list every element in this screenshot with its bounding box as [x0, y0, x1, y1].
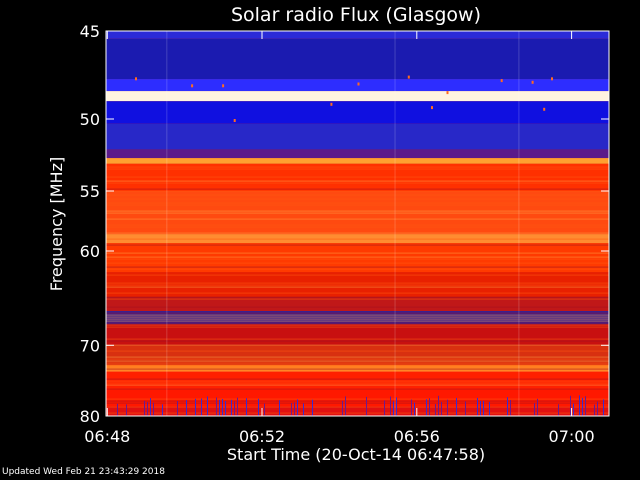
spectrum-band-20 — [106, 406, 609, 416]
x-axis: 06:48 06:52 06:56 07:00 — [84, 31, 595, 446]
burst-spots — [135, 75, 553, 122]
y-axis: 45 50 55 60 70 80 — [80, 22, 609, 426]
y-tick-label-45: 45 — [80, 22, 100, 41]
x-tick-label-06-52: 06:52 — [239, 427, 285, 446]
x-tick-label-06-56: 06:56 — [394, 427, 440, 446]
y-tick-label-80: 80 — [80, 407, 100, 426]
x-axis-label: Start Time (20-Oct-14 06:47:58) — [227, 445, 485, 464]
spectrum-band-15 — [106, 324, 609, 346]
spectrogram-plot-area — [106, 31, 609, 416]
spectrum-band-4 — [106, 101, 609, 124]
plot-frame — [105, 30, 610, 417]
spectrum-band-9 — [106, 191, 609, 235]
spectrum-band-11 — [106, 243, 609, 273]
chart-title: Solar radio Flux (Glasgow) — [231, 4, 481, 26]
spectrum-band-6 — [106, 149, 609, 159]
y-axis-label: Frequency [MHz] — [47, 157, 66, 291]
y-tick-label-70: 70 — [80, 336, 100, 355]
x-tick-label-06-48: 06:48 — [84, 427, 130, 446]
spectrum-band-19 — [106, 389, 609, 407]
sweep-seams — [166, 31, 520, 416]
spectrum-band-17 — [106, 364, 609, 372]
x-tick-label-07-00: 07:00 — [549, 427, 595, 446]
updated-timestamp: Updated Wed Feb 21 23:43:29 2018 — [2, 467, 165, 477]
y-tick-label-50: 50 — [80, 110, 100, 129]
spectrum-band-16 — [106, 345, 609, 365]
spectrum-texture — [106, 166, 609, 414]
spectrum-band-1 — [106, 38, 609, 80]
spectrum-band-3 — [106, 91, 609, 102]
spectrum-band-7 — [106, 158, 609, 164]
y-tick-label-60: 60 — [80, 242, 100, 261]
spectrum-band-5 — [106, 123, 609, 150]
interference-streaks — [117, 395, 604, 416]
spectrum-band-0 — [106, 31, 609, 39]
y-tick-label-55: 55 — [80, 182, 100, 201]
